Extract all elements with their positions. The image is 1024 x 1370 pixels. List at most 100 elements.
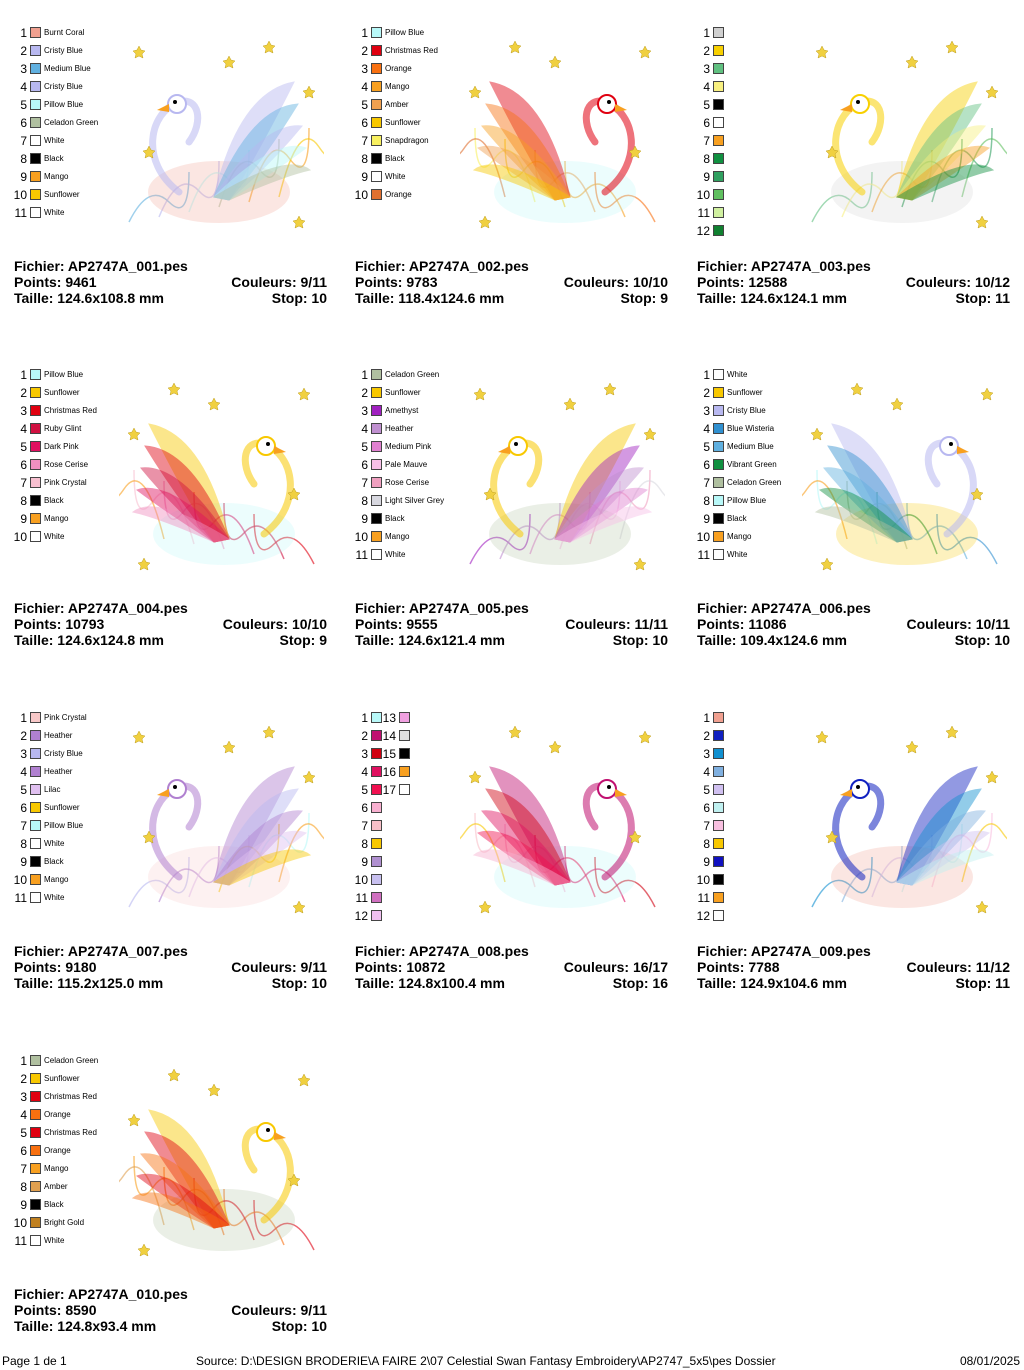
star — [127, 427, 141, 441]
color-swatch — [30, 1145, 41, 1156]
color-swatch — [713, 153, 724, 164]
color-number: 3 — [20, 1090, 27, 1104]
color-number: 2 — [361, 44, 368, 58]
swirl — [474, 127, 536, 203]
color-swatch — [713, 171, 724, 182]
color-number: 4 — [703, 80, 710, 94]
design-image — [802, 382, 998, 571]
star — [548, 55, 562, 69]
star — [287, 1173, 301, 1187]
stop-count: Stop: 10 — [271, 290, 327, 306]
color-name: Orange — [385, 64, 412, 73]
star — [820, 557, 834, 571]
star — [297, 387, 311, 401]
star — [563, 397, 577, 411]
color-swatch — [713, 766, 724, 777]
size: Taille: 124.8x100.4 mm — [355, 975, 505, 991]
color-swatch — [371, 405, 382, 416]
points: Points: 9461 — [14, 274, 97, 290]
star — [262, 725, 276, 739]
star — [970, 487, 984, 501]
swirl — [594, 171, 656, 223]
color-number: 3 — [20, 404, 27, 418]
points: Points: 11086 — [697, 616, 787, 632]
star — [222, 55, 236, 69]
color-swatch — [713, 135, 724, 146]
color-number: 1 — [20, 368, 27, 382]
wing-feather — [896, 788, 982, 886]
wing-feather — [831, 423, 913, 543]
swan — [811, 40, 1007, 229]
wing-feather — [554, 467, 644, 543]
swan-eye — [266, 442, 270, 446]
swirl — [816, 469, 878, 545]
wing-feather — [481, 125, 571, 201]
wing-feather — [827, 445, 913, 543]
star — [287, 487, 301, 501]
color-swatch — [30, 1109, 41, 1120]
swan-body — [831, 161, 973, 223]
swan-eye — [856, 100, 860, 104]
color-swatch — [713, 549, 724, 560]
color-name: White — [44, 839, 65, 848]
star — [548, 740, 562, 754]
color-swatch — [713, 820, 724, 831]
design-card: 1 2 3 4 5 6 7 8 9 10 11 12 Fichier: AP2747A_003.pes P… — [697, 20, 1010, 350]
points: Points: 9783 — [355, 274, 438, 290]
color-number: 5 — [20, 98, 27, 112]
color-swatch — [713, 910, 724, 921]
color-name: Blue Wisteria — [727, 424, 775, 433]
wing-feather — [135, 487, 231, 543]
wing-feather — [814, 506, 914, 543]
swirl — [248, 127, 310, 203]
wing-feather — [476, 145, 572, 201]
wing-feather — [895, 164, 995, 201]
swirl — [499, 502, 561, 560]
swan-body — [148, 846, 290, 908]
swan-head — [597, 94, 617, 114]
swan-beak — [157, 789, 169, 797]
color-swatch — [30, 820, 41, 831]
color-swatch — [713, 459, 724, 470]
color-swatch — [30, 1235, 41, 1246]
swan-body — [494, 161, 636, 223]
swan-eye — [173, 785, 177, 789]
swan-beak — [274, 446, 286, 454]
wing-feather — [144, 1131, 230, 1229]
star — [945, 40, 959, 54]
swan-beak — [840, 789, 852, 797]
color-number: 9 — [20, 855, 27, 869]
color-swatch — [371, 153, 382, 164]
star — [137, 1243, 151, 1257]
swan-head — [508, 436, 528, 456]
star — [905, 740, 919, 754]
swirl — [961, 138, 1007, 198]
color-number: 12 — [354, 909, 368, 923]
color-name: Black — [727, 514, 747, 523]
file-name: Fichier: AP2747A_007.pes — [14, 943, 188, 959]
color-swatch — [371, 171, 382, 182]
colors-count: Couleurs: 11/12 — [906, 959, 1011, 975]
stop-count: Stop: 9 — [279, 632, 327, 648]
color-name: Sunflower — [727, 388, 763, 397]
stop-count: Stop: 11 — [955, 290, 1010, 306]
color-swatch — [30, 1091, 41, 1102]
color-number: 10 — [354, 188, 368, 202]
color-number: 3 — [361, 404, 368, 418]
swan-body — [153, 503, 295, 565]
color-number: 4 — [361, 422, 368, 436]
star — [468, 85, 482, 99]
swirl — [474, 812, 536, 888]
color-swatch — [30, 477, 41, 488]
swan — [128, 725, 324, 914]
color-name: Mango — [44, 1164, 69, 1173]
design-card: 1 2 3 4 5 6 7 8 9 10 11 12 Fichier: AP2747A_009.pes P… — [697, 705, 1010, 1035]
points: Points: 9180 — [14, 959, 97, 975]
color-swatch — [30, 1199, 41, 1210]
color-number: 10 — [696, 188, 710, 202]
color-swatch — [371, 766, 382, 777]
color-name: Celadon Green — [44, 118, 99, 127]
file-name: Fichier: AP2747A_008.pes — [355, 943, 529, 959]
color-swatch — [371, 117, 382, 128]
color-name: Sunflower — [44, 1074, 80, 1083]
